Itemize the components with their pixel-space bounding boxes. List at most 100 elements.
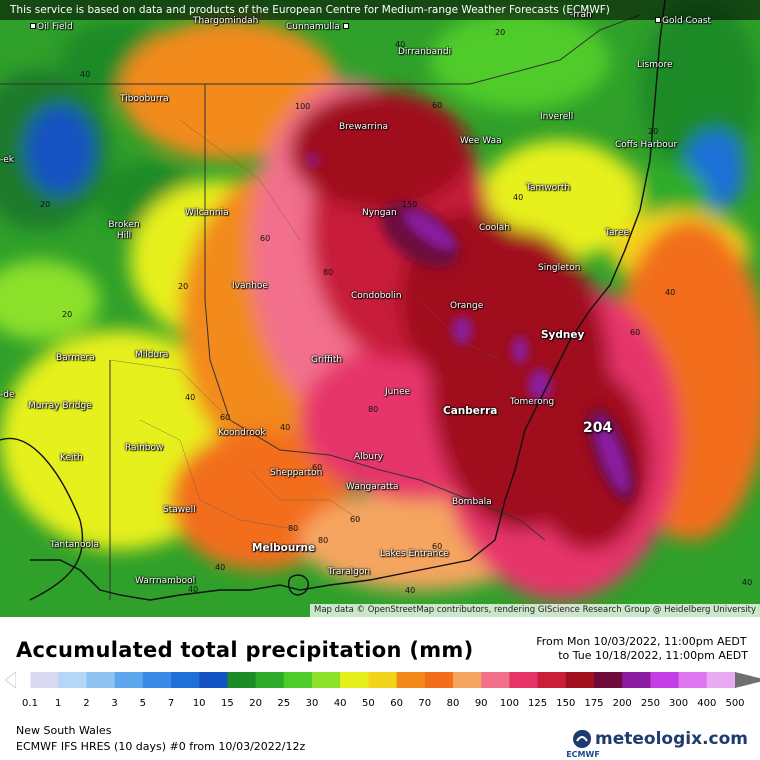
scale-tick-label: 100 <box>499 698 519 709</box>
scale-tick-label: 90 <box>474 698 488 709</box>
meteologix-logo[interactable]: meteologix.com <box>572 729 748 749</box>
city-traralgon: Traralgon <box>328 567 371 577</box>
contour-label: 40 <box>665 288 676 297</box>
max-precip-value: 204 <box>583 420 613 436</box>
contour-label: 100 <box>295 102 311 111</box>
contour-label: 150 <box>402 200 418 209</box>
contour-label: 40 <box>280 423 291 432</box>
city-coffs-harbour: Coffs Harbour <box>615 140 678 150</box>
map-title: Accumulated total precipitation (mm) <box>16 638 474 662</box>
legend-footer: Accumulated total precipitation (mm) Fro… <box>0 617 760 760</box>
scale-swatch <box>453 672 482 688</box>
city-canberra: Canberra <box>443 405 498 417</box>
scale-swatch <box>255 672 285 688</box>
city-gold-coast: Gold Coast <box>655 16 711 27</box>
contour-label: 20 <box>62 310 73 319</box>
scale-tick-label: 200 <box>612 698 632 709</box>
contour-label: 40 <box>80 70 91 79</box>
city-wangaratta: Wangaratta <box>346 482 399 492</box>
scale-tick-label: 20 <box>249 698 262 709</box>
scale-tick-label: 30 <box>305 698 319 709</box>
scale-tick-label: 15 <box>221 698 234 709</box>
scale-tick-label: 1 <box>55 698 62 709</box>
scale-tick-label: 40 <box>333 698 347 709</box>
scale-swatch <box>650 672 680 688</box>
data-source-banner: This service is based on data and produc… <box>0 0 760 20</box>
map-shading <box>0 0 760 617</box>
contour-label: 60 <box>260 234 271 243</box>
color-scale-ticks: 0.1 1 2 3 5 7 10 15 20 25 30 40 50 60 70 80 90 100 125 150 1… <box>0 698 760 712</box>
city-condobolin: Condobolin <box>351 291 402 301</box>
scale-swatch <box>622 672 651 688</box>
scale-tick-label: 175 <box>584 698 604 709</box>
city-singleton: Singleton <box>538 263 581 273</box>
scale-swatch <box>678 672 708 688</box>
city-partial-north: -rran <box>570 10 592 20</box>
city-partial-southwest: -de <box>0 390 15 400</box>
scale-swatch <box>509 672 539 688</box>
color-scale <box>0 668 760 698</box>
city-broken-hill: Broken Hill <box>108 220 140 241</box>
scale-tick-label: 400 <box>697 698 717 709</box>
city-marker-icon <box>30 23 36 29</box>
scale-swatch <box>312 672 341 688</box>
city-coolah: Coolah <box>479 223 511 233</box>
scale-swatch <box>15 672 31 688</box>
scale-tick-label: 60 <box>390 698 403 709</box>
city-bombala: Bombala <box>452 497 492 507</box>
contour-label: 20 <box>40 200 51 209</box>
contour-label: 20 <box>648 127 659 136</box>
scale-swatch <box>199 672 228 688</box>
scale-swatch <box>594 672 623 688</box>
city-tamworth: Tamworth <box>526 183 571 193</box>
city-sydney: Sydney <box>541 329 585 341</box>
contour-label: 40 <box>513 193 524 202</box>
city-marker-icon <box>655 17 661 23</box>
city-rainbow: Rainbow <box>125 443 164 453</box>
contour-label: 40 <box>215 563 226 572</box>
city-taree: Taree <box>605 228 630 238</box>
contour-label: 40 <box>395 40 406 49</box>
contour-label: 60 <box>220 413 231 422</box>
scale-swatch <box>30 672 59 688</box>
scale-tick-label: 500 <box>725 698 745 709</box>
scale-tick-label: 3 <box>111 698 118 709</box>
date-to: to Tue 10/18/2022, 11:00pm AEDT <box>558 649 748 662</box>
city-tibooburra: Tibooburra <box>120 94 169 104</box>
city-stawell: Stawell <box>163 505 196 515</box>
scale-swatch <box>283 672 313 688</box>
city-ivanhoe: Ivanhoe <box>232 281 268 291</box>
scale-tick-label: 150 <box>556 698 576 709</box>
city-cunnamulla: Cunnamulla <box>286 22 350 33</box>
precipitation-map[interactable]: This service is based on data and produc… <box>0 0 760 617</box>
scale-swatch <box>171 672 200 688</box>
contour-label: 60 <box>432 542 443 551</box>
scale-tick-label: 2 <box>83 698 90 709</box>
scale-swatch <box>565 672 595 688</box>
city-lismore: Lismore <box>637 60 673 70</box>
contour-label: 80 <box>288 524 299 533</box>
brand-name: meteologix.com <box>595 729 748 749</box>
scale-swatch <box>114 672 144 688</box>
city-nyngan: Nyngan <box>362 208 397 218</box>
scale-swatch <box>227 672 257 688</box>
city-shepparton: Shepparton <box>270 468 323 478</box>
city-thargomindah: Thargomindah <box>193 16 259 26</box>
contour-label: 60 <box>312 463 323 472</box>
city-wilcannia: Wilcannia <box>185 208 229 218</box>
city-warrnambool: Warrnambool <box>135 576 196 586</box>
city-melbourne: Melbourne <box>252 542 316 554</box>
city-murray-bridge: Murray Bridge <box>28 401 92 411</box>
scale-tick-label: 300 <box>669 698 689 709</box>
city-oil-field: Oil Field <box>30 22 73 33</box>
scale-tick-label: 125 <box>528 698 548 709</box>
city-albury: Albury <box>354 452 384 462</box>
city-keith: Keith <box>60 453 83 463</box>
contour-label: 80 <box>318 536 329 545</box>
contour-label: 20 <box>178 282 189 291</box>
scale-min-arrow <box>4 671 17 689</box>
scale-tick-label: 7 <box>167 698 175 709</box>
contour-label: 40 <box>405 586 416 595</box>
scale-swatch <box>340 672 369 688</box>
map-attribution: Map data © OpenStreetMap contributors, r… <box>310 604 760 617</box>
